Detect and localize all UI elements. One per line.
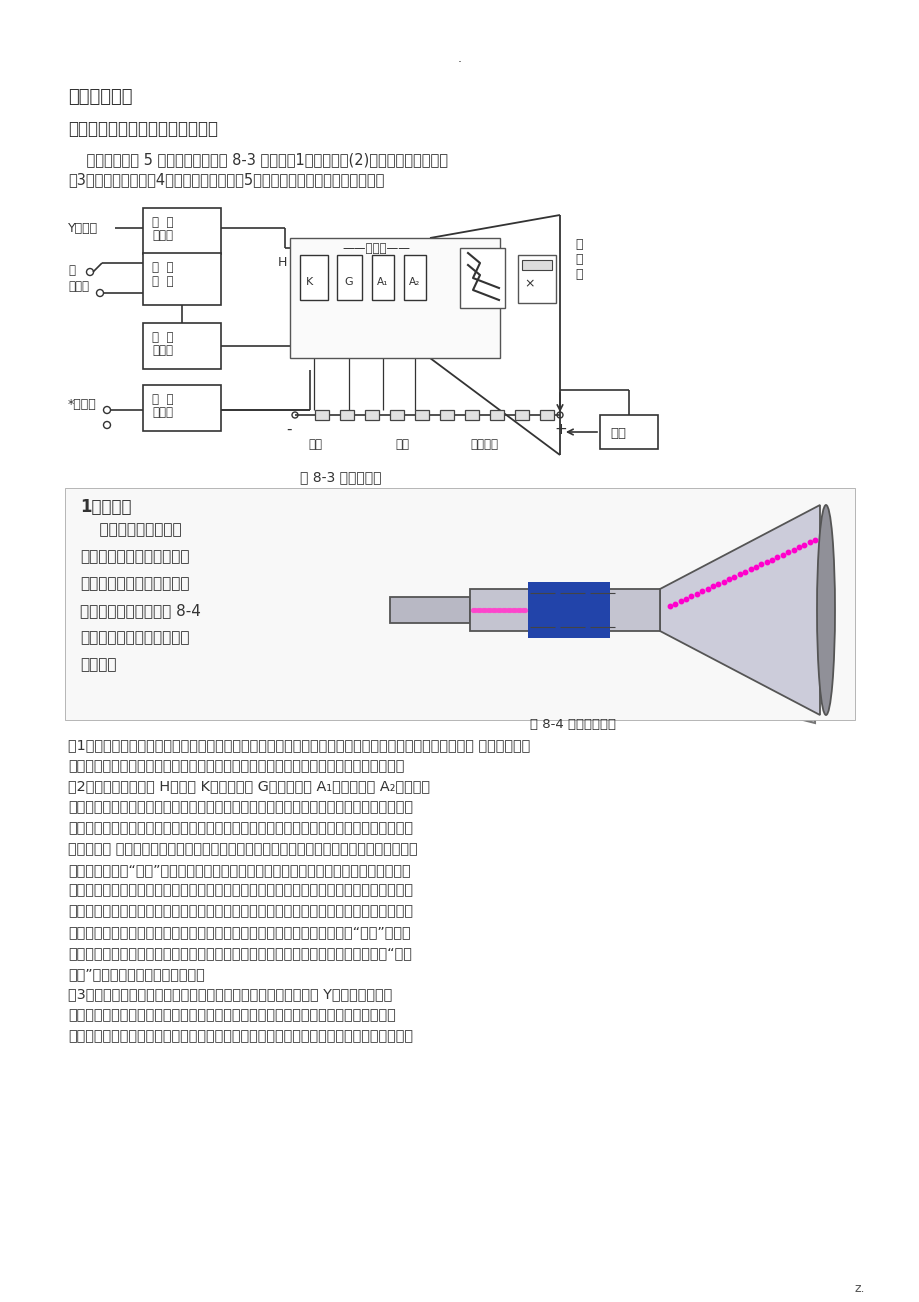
Bar	[142, 208, 221, 254]
Text: 枪、偏转系统和荧光屏三局: 枪、偏转系统和荧光屏三局	[80, 549, 189, 564]
Text: 起控制作用 只有初速度较大的电子才能穿过栅极顶端的小孔然后在阳极加速下奔向荧光屏。: 起控制作用 只有初速度较大的电子才能穿过栅极顶端的小孔然后在阳极加速下奔向荧光屏…	[68, 842, 417, 855]
Bar	[371, 255, 393, 299]
Text: 聚焦: 聚焦	[394, 437, 409, 450]
Text: （2）电子枪：由灯丝 H、阴极 K、控制栅极 G、第一阳极 A₁、第二阳极 A₂五局部组: （2）电子枪：由灯丝 H、阴极 K、控制栅极 G、第一阳极 A₁、第二阳极 A₂…	[68, 780, 429, 794]
Text: 或衰减: 或衰减	[152, 229, 173, 242]
Bar	[142, 253, 221, 305]
Text: 荧: 荧	[574, 238, 582, 251]
Text: 1、示波管: 1、示波管	[80, 497, 131, 516]
Text: 成。灯丝通电后加热阴极。阴极是一个外表涂有氧化物的金属筒，被加热后发射电子。控制: 成。灯丝通电后加热阴极。阴极是一个外表涂有氧化物的金属筒，被加热后发射电子。控制	[68, 801, 413, 814]
Text: （1）荧光屏：它是示波器的显示局部，当加速聚焦后的电子打到荧光上时，屏上所涂的荧光物质就会发光 从而显示出电: （1）荧光屏：它是示波器的显示局部，当加速聚焦后的电子打到荧光上时，屏上所涂的荧…	[68, 738, 529, 753]
Polygon shape	[380, 497, 814, 723]
Text: H: H	[278, 256, 287, 270]
Text: 示波管主要包括电子: 示波管主要包括电子	[80, 522, 181, 536]
Text: 图 8-4 示波管示意图: 图 8-4 示波管示意图	[529, 717, 616, 730]
Text: 聚焦”，实际是调节第二阳极电位。: 聚焦”，实际是调节第二阳极电位。	[68, 967, 205, 980]
Bar	[65, 488, 854, 720]
Bar	[470, 589, 659, 631]
Text: z.: z.	[854, 1282, 865, 1295]
Text: G: G	[345, 277, 353, 286]
Text: 控制栅极、第一阳极、第二阳极之间的电位调节适宜时，电子枪的电场对电子射线有聚用，: 控制栅极、第一阳极、第二阳极之间的电位调节适宜时，电子枪的电场对电子射线有聚用，	[68, 905, 413, 918]
Text: 扫  描: 扫 描	[152, 331, 174, 344]
Bar	[336, 255, 361, 299]
Text: 部，全都密封在玻璃外壳，: 部，全都密封在玻璃外壳，	[80, 575, 189, 591]
Text: 《实验原理》: 《实验原理》	[68, 89, 132, 105]
Text: 图 8-3 电路构造图: 图 8-3 电路构造图	[300, 470, 381, 484]
Text: 放  大: 放 大	[152, 393, 174, 406]
Text: +: +	[553, 422, 566, 437]
Bar	[340, 410, 354, 421]
Bar	[490, 410, 504, 421]
Bar	[314, 410, 329, 421]
Text: 屏: 屏	[574, 268, 582, 281]
Text: 就是调第一阳极电位，使荧光屏上的光斌成为明亮、清晰的小圆点。有的示波器还有“辅助: 就是调第一阳极电位，使荧光屏上的光斌成为明亮、清晰的小圆点。有的示波器还有“辅助	[68, 947, 412, 960]
Text: *轴输入: *轴输入	[68, 398, 96, 411]
Text: 外触发: 外触发	[68, 280, 89, 293]
Text: Y轴输入: Y轴输入	[68, 223, 98, 234]
Ellipse shape	[816, 505, 834, 715]
Text: 所以第一阳极也称聚焦阳极。第二阳极电位更高，又称加速阳极。面板上的“聚焦”调节，: 所以第一阳极也称聚焦阳极。第二阳极电位更高，又称加速阳极。面板上的“聚焦”调节，	[68, 926, 410, 939]
Bar	[403, 255, 425, 299]
Bar	[300, 255, 328, 299]
Bar	[460, 247, 505, 309]
Text: .: .	[458, 52, 461, 65]
Text: 一、示波器的构造及简单工作原理: 一、示波器的构造及简单工作原理	[68, 120, 218, 138]
Bar	[517, 255, 555, 303]
Text: 电源: 电源	[609, 427, 625, 440]
Text: A₁: A₁	[377, 277, 388, 286]
Text: 里面抽成高真空。如图 8-4: 里面抽成高真空。如图 8-4	[80, 603, 200, 618]
Text: 同  步: 同 步	[152, 275, 174, 288]
Text: 触  发: 触 发	[152, 260, 174, 273]
Bar	[142, 385, 221, 431]
Text: 子束的位置。当电子停顿作用后，荧光剂的发光需经一定时间才会停顿，称为余辉效应。: 子束的位置。当电子停顿作用后，荧光剂的发光需经一定时间才会停顿，称为余辉效应。	[68, 759, 404, 773]
Text: ×: ×	[524, 277, 534, 290]
Text: （3）扫描发生器；（4）触发同步电路；（5）电源。下面分别加以简单说明。: （3）扫描发生器；（4）触发同步电路；（5）电源。下面分别加以简单说明。	[68, 172, 384, 187]
Text: 示波器一般由 5 个局部组成，如图 8-3 所示：（1）示波管；(2)信号放大器和衰减器: 示波器一般由 5 个局部组成，如图 8-3 所示：（1）示波管；(2)信号放大器…	[68, 152, 448, 167]
Bar	[390, 598, 470, 622]
Bar	[528, 582, 609, 638]
Text: 发生器: 发生器	[152, 344, 173, 357]
Bar	[464, 410, 479, 421]
Bar	[515, 410, 528, 421]
Text: 亮度: 亮度	[308, 437, 322, 450]
Text: K: K	[306, 277, 313, 286]
Text: 栅极是一个顶端有小孔的圆筒，套在阴极外面，它的电位比阴极低，对阴极发射出来的电子: 栅极是一个顶端有小孔的圆筒，套在阴极外面，它的电位比阴极低，对阴极发射出来的电子	[68, 822, 413, 835]
Bar	[390, 410, 403, 421]
Bar	[414, 410, 428, 421]
Text: 示波器面板上的“亮度”调整就是通过调节电位以控制射向荧光屏的电子流密度，从而改变: 示波器面板上的“亮度”调整就是通过调节电位以控制射向荧光屏的电子流密度，从而改变	[68, 863, 410, 876]
Text: -: -	[286, 422, 291, 437]
Text: 放  大: 放 大	[152, 216, 174, 229]
Text: 辅助聚焦: 辅助聚焦	[470, 437, 497, 450]
Bar	[599, 415, 657, 449]
Text: ——电子枪——: ——电子枪——	[342, 242, 410, 255]
Text: 或衰减: 或衰减	[152, 406, 173, 419]
Bar	[365, 410, 379, 421]
Text: 内: 内	[68, 264, 75, 277]
Bar	[521, 260, 551, 270]
Bar	[439, 410, 453, 421]
Polygon shape	[659, 505, 819, 715]
Bar	[142, 323, 221, 368]
Text: 了屏上的光斌亮度。阳极电位比阴极电位高很多，电子被它们之间的电场加速形成射线。当: 了屏上的光斌亮度。阳极电位比阴极电位高很多，电子被它们之间的电场加速形成射线。当	[68, 884, 413, 897]
Text: 所示，下面分别说明各局部: 所示，下面分别说明各局部	[80, 630, 189, 644]
Bar	[289, 238, 499, 358]
Bar	[539, 410, 553, 421]
Text: 光屏上的光斌位置也发生改变。容易证明，光点在荧光屏上偏移的距离与偏转板上所加的电: 光屏上的光斌位置也发生改变。容易证明，光点在荧光屏上偏移的距离与偏转板上所加的电	[68, 1029, 413, 1043]
Text: A₂: A₂	[409, 277, 420, 286]
Text: 光: 光	[574, 253, 582, 266]
Text: （3）偏转系统：它由两对相互垂直的偏板组成，一对垂直偏转板 Y，一对水平偏转: （3）偏转系统：它由两对相互垂直的偏板组成，一对垂直偏转板 Y，一对水平偏转	[68, 988, 391, 1001]
Text: 板。在偏板上加以适当电压，电子束通过时，其运动方向发生偏转，从而使电子束在荧: 板。在偏板上加以适当电压，电子束通过时，其运动方向发生偏转，从而使电子束在荧	[68, 1009, 395, 1022]
Text: 的作用。: 的作用。	[80, 658, 117, 672]
